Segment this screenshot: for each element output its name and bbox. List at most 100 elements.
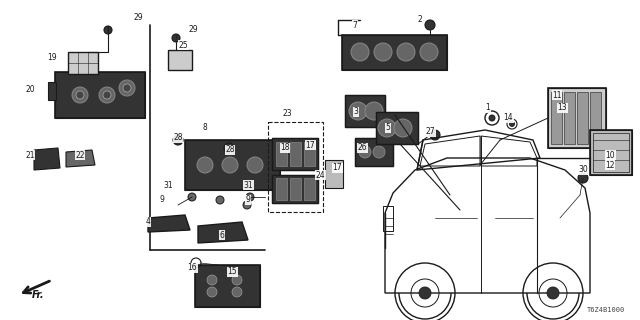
Circle shape <box>104 26 112 34</box>
Bar <box>342 35 447 70</box>
Circle shape <box>103 91 111 99</box>
Circle shape <box>247 157 263 173</box>
Bar <box>345 95 385 127</box>
Bar <box>272 138 318 170</box>
Circle shape <box>207 287 217 297</box>
Bar <box>345 95 385 127</box>
Text: 29: 29 <box>188 26 198 35</box>
Text: 2: 2 <box>418 15 422 25</box>
Text: 31: 31 <box>163 180 173 189</box>
Text: 12: 12 <box>605 161 615 170</box>
Text: 13: 13 <box>557 103 567 113</box>
Bar <box>55 72 145 118</box>
Bar <box>276 142 287 166</box>
Circle shape <box>420 43 438 61</box>
Bar <box>355 138 393 166</box>
Circle shape <box>394 119 412 137</box>
Bar <box>290 178 301 200</box>
Bar <box>268 122 323 212</box>
Text: 26: 26 <box>357 143 367 153</box>
Circle shape <box>397 43 415 61</box>
Circle shape <box>419 287 431 299</box>
Circle shape <box>99 87 115 103</box>
Circle shape <box>216 196 224 204</box>
Circle shape <box>222 157 238 173</box>
Bar <box>304 178 315 200</box>
Bar <box>590 130 632 175</box>
Bar <box>48 82 56 100</box>
Polygon shape <box>66 150 95 167</box>
Text: 16: 16 <box>187 263 197 273</box>
Bar <box>272 175 318 203</box>
Text: 28: 28 <box>173 133 183 142</box>
Bar <box>276 178 287 200</box>
Circle shape <box>232 275 242 285</box>
Text: 17: 17 <box>332 164 342 172</box>
Circle shape <box>246 193 254 201</box>
Text: T6Z4B1000: T6Z4B1000 <box>587 307 625 313</box>
Polygon shape <box>198 222 248 243</box>
Text: 8: 8 <box>203 124 207 132</box>
Text: Fr.: Fr. <box>32 290 44 300</box>
Circle shape <box>224 143 234 153</box>
Bar <box>593 133 629 172</box>
Circle shape <box>359 146 371 158</box>
Text: 23: 23 <box>282 108 292 117</box>
Bar <box>376 112 418 144</box>
Circle shape <box>378 119 396 137</box>
Text: 25: 25 <box>178 41 188 50</box>
Bar <box>564 92 575 144</box>
Bar <box>590 92 601 144</box>
Bar <box>551 92 562 144</box>
Bar <box>383 206 393 231</box>
Bar <box>376 112 418 144</box>
Text: 31: 31 <box>243 180 253 189</box>
Circle shape <box>351 43 369 61</box>
Bar <box>355 138 393 166</box>
Bar <box>185 140 280 190</box>
Text: 19: 19 <box>47 53 57 62</box>
Circle shape <box>76 91 84 99</box>
Bar <box>195 265 260 307</box>
Circle shape <box>489 115 495 121</box>
Circle shape <box>243 201 251 209</box>
Text: 9: 9 <box>246 196 250 204</box>
Circle shape <box>374 43 392 61</box>
Circle shape <box>172 34 180 42</box>
Bar <box>68 52 98 74</box>
Text: 14: 14 <box>503 114 513 123</box>
Text: 17: 17 <box>305 140 315 149</box>
Text: 3: 3 <box>353 108 358 116</box>
Polygon shape <box>148 215 190 232</box>
Text: 24: 24 <box>315 171 325 180</box>
Circle shape <box>547 287 559 299</box>
Circle shape <box>232 287 242 297</box>
Bar <box>577 92 588 144</box>
Circle shape <box>72 87 88 103</box>
Circle shape <box>207 275 217 285</box>
Bar <box>272 175 318 203</box>
Text: 21: 21 <box>25 150 35 159</box>
Text: 15: 15 <box>227 268 237 276</box>
Polygon shape <box>34 148 60 170</box>
Text: 28: 28 <box>225 146 235 155</box>
Circle shape <box>173 135 183 145</box>
Text: 5: 5 <box>385 124 390 132</box>
Text: 20: 20 <box>25 85 35 94</box>
Text: 27: 27 <box>425 127 435 137</box>
Circle shape <box>509 122 515 126</box>
Text: 7: 7 <box>353 20 357 29</box>
Circle shape <box>425 20 435 30</box>
Bar <box>272 138 318 170</box>
Text: 9: 9 <box>159 196 164 204</box>
Text: 30: 30 <box>578 165 588 174</box>
Text: 1: 1 <box>486 103 490 113</box>
Bar <box>185 140 280 190</box>
Bar <box>590 130 632 175</box>
Circle shape <box>365 102 383 120</box>
Text: 4: 4 <box>145 218 150 227</box>
Bar <box>325 160 343 188</box>
Circle shape <box>349 102 367 120</box>
Text: 29: 29 <box>133 13 143 22</box>
Bar <box>195 265 260 307</box>
